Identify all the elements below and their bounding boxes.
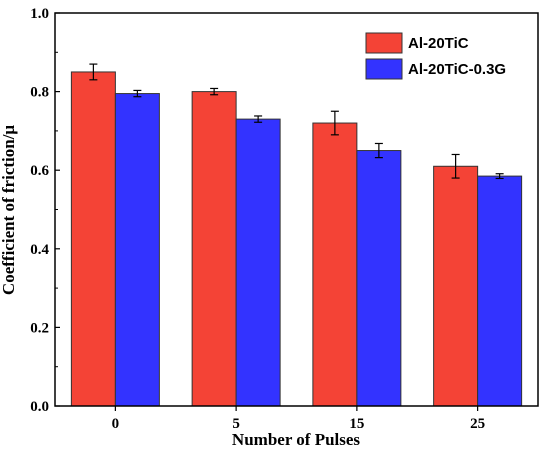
bars-layer (70, 71, 523, 407)
y-axis: 0.0 0.2 0.4 0.6 0.8 1.0 (30, 6, 60, 415)
bar-al-20tic-0-3g-0 (114, 93, 160, 407)
legend-label-al-20tic-0-3g: Al-20TiC-0.3G (408, 61, 506, 78)
error-bar-al-20tic-0-3g-15 (374, 142, 383, 159)
bar-al-20tic-25 (433, 165, 479, 407)
x-tick-label-5: 5 (232, 416, 240, 432)
bar-al-20tic-5 (191, 91, 237, 407)
error-bar-al-20tic-25 (451, 153, 460, 179)
error-bar-al-20tic-0 (89, 63, 98, 81)
y-tick-label-1.0: 1.0 (30, 6, 49, 22)
legend-swatch-al-20tic-0-3g (365, 58, 403, 80)
bar-al-20tic-0-3g-15 (356, 150, 402, 407)
y-tick-label-0.8: 0.8 (30, 85, 49, 101)
y-tick-label-0.6: 0.6 (30, 163, 49, 179)
error-bar-al-20tic-0-3g-25 (495, 173, 504, 180)
error-bar-al-20tic-15 (330, 110, 339, 136)
x-axis: 0 5 15 25 (112, 406, 485, 432)
y-tick-label-0.0: 0.0 (30, 399, 49, 415)
y-axis-label: Coefficient of friction/μ (0, 125, 18, 295)
x-tick-label-15: 15 (349, 416, 364, 432)
error-bar-al-20tic-0-3g-5 (254, 115, 263, 123)
y-tick-label-0.2: 0.2 (30, 320, 49, 336)
x-tick-label-0: 0 (112, 416, 120, 432)
legend-label-al-20tic: Al-20TiC (408, 35, 469, 52)
error-bar-al-20tic-5 (210, 87, 219, 96)
legend: Al-20TiC Al-20TiC-0.3G (365, 32, 506, 80)
bar-al-20tic-0 (70, 71, 116, 407)
x-tick-label-25: 25 (470, 416, 485, 432)
y-tick-label-0.4: 0.4 (30, 242, 49, 258)
bar-al-20tic-0-3g-25 (477, 175, 523, 407)
error-bars-layer (89, 63, 504, 180)
error-bar-al-20tic-0-3g-0 (133, 89, 142, 98)
x-axis-label: Number of Pulses (232, 430, 361, 449)
bar-al-20tic-0-3g-5 (235, 118, 281, 407)
bar-al-20tic-15 (312, 122, 358, 407)
legend-swatch-al-20tic (365, 32, 403, 54)
